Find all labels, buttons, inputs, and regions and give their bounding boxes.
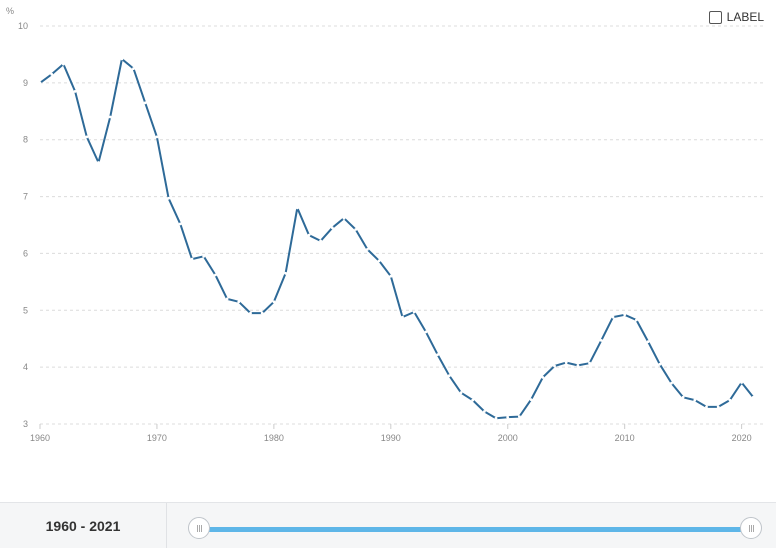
range-label: 1960 - 2021: [0, 503, 167, 548]
data-point[interactable]: [190, 257, 194, 261]
data-point[interactable]: [751, 395, 755, 399]
y-tick-label: 7: [23, 192, 28, 202]
data-point[interactable]: [120, 57, 124, 61]
data-point[interactable]: [50, 72, 54, 76]
data-point[interactable]: [389, 274, 393, 278]
data-point[interactable]: [412, 310, 416, 314]
data-point[interactable]: [693, 398, 697, 402]
data-point[interactable]: [38, 81, 42, 85]
grip-icon: [196, 524, 202, 532]
data-point[interactable]: [518, 415, 521, 418]
x-tick-label: 2010: [615, 433, 635, 443]
grip-icon: [748, 524, 754, 532]
y-tick-label: 5: [23, 305, 28, 315]
data-point[interactable]: [681, 395, 685, 399]
data-point[interactable]: [740, 381, 743, 384]
y-tick-label: 10: [18, 21, 28, 31]
time-range-footer: 1960 - 2021: [0, 502, 776, 548]
data-point[interactable]: [506, 415, 510, 419]
data-point[interactable]: [424, 330, 428, 334]
data-point[interactable]: [728, 398, 732, 402]
data-point[interactable]: [377, 259, 381, 263]
chart: 3 4 5 6 7 8 9 10 1960 1970 1980 1990 2000 2010 2020 %: [6, 6, 765, 443]
y-tick-label: 4: [23, 362, 28, 372]
data-point[interactable]: [529, 398, 533, 401]
data-point[interactable]: [354, 228, 358, 231]
data-point[interactable]: [553, 364, 556, 368]
data-point[interactable]: [716, 405, 720, 409]
data-point[interactable]: [319, 239, 322, 243]
data-point[interactable]: [214, 273, 217, 277]
x-tick-label: 1970: [147, 433, 167, 443]
series-line: [39, 58, 755, 420]
data-point[interactable]: [330, 226, 334, 230]
data-point[interactable]: [295, 206, 299, 210]
y-axis-unit: %: [6, 6, 14, 16]
data-point[interactable]: [483, 410, 486, 413]
data-point[interactable]: [459, 391, 463, 395]
data-point[interactable]: [249, 311, 252, 315]
data-point[interactable]: [272, 300, 276, 304]
range-slider-track[interactable]: [199, 527, 751, 532]
y-tick-label: 6: [23, 248, 28, 258]
data-point[interactable]: [85, 135, 89, 139]
data-point[interactable]: [599, 339, 603, 342]
data-point[interactable]: [366, 248, 369, 251]
data-point[interactable]: [167, 196, 171, 200]
data-point[interactable]: [447, 374, 451, 378]
data-point[interactable]: [143, 101, 147, 105]
grid-lines: [40, 25, 765, 425]
data-point[interactable]: [342, 216, 346, 220]
data-point[interactable]: [237, 300, 241, 304]
data-point[interactable]: [260, 311, 264, 315]
data-point[interactable]: [588, 361, 591, 365]
data-point[interactable]: [494, 416, 498, 420]
data-point[interactable]: [705, 405, 708, 409]
data-point[interactable]: [401, 315, 404, 319]
data-point[interactable]: [635, 318, 638, 322]
x-tick-label: 1990: [381, 433, 401, 443]
data-point[interactable]: [541, 376, 545, 379]
y-tick-label: 8: [23, 135, 28, 145]
range-end-handle[interactable]: [740, 517, 762, 539]
data-point[interactable]: [646, 340, 650, 343]
data-point[interactable]: [62, 62, 65, 66]
x-tick-label: 1980: [264, 433, 284, 443]
y-tick-label: 3: [23, 419, 28, 429]
data-point[interactable]: [471, 398, 475, 402]
data-point[interactable]: [623, 313, 627, 317]
data-point[interactable]: [307, 233, 311, 237]
data-point[interactable]: [225, 297, 229, 301]
data-point[interactable]: [564, 361, 568, 364]
data-point[interactable]: [284, 271, 287, 275]
data-point[interactable]: [108, 115, 112, 119]
data-point[interactable]: [658, 362, 662, 366]
data-point[interactable]: [576, 364, 580, 367]
y-axis-ticks: 3 4 5 6 7 8 9 10: [18, 21, 28, 429]
data-point[interactable]: [670, 381, 673, 385]
data-point[interactable]: [436, 353, 439, 356]
data-point[interactable]: [97, 161, 100, 164]
data-point[interactable]: [132, 67, 135, 70]
y-tick-label: 9: [23, 78, 28, 88]
label-checkbox[interactable]: [708, 10, 722, 24]
x-axis-ticks: 1960 1970 1980 1990 2000 2010 2020: [30, 424, 752, 443]
label-toggle[interactable]: LABEL: [708, 10, 764, 24]
data-point[interactable]: [73, 90, 77, 93]
x-tick-label: 1960: [30, 433, 50, 443]
range-start-handle[interactable]: [188, 517, 210, 539]
label-toggle-text: LABEL: [726, 10, 764, 24]
x-tick-label: 2020: [732, 433, 752, 443]
data-point[interactable]: [178, 222, 182, 226]
data-points: [38, 57, 755, 420]
data-point[interactable]: [202, 254, 206, 258]
data-point[interactable]: [155, 135, 159, 139]
data-point[interactable]: [611, 315, 615, 319]
x-tick-label: 2000: [498, 433, 518, 443]
